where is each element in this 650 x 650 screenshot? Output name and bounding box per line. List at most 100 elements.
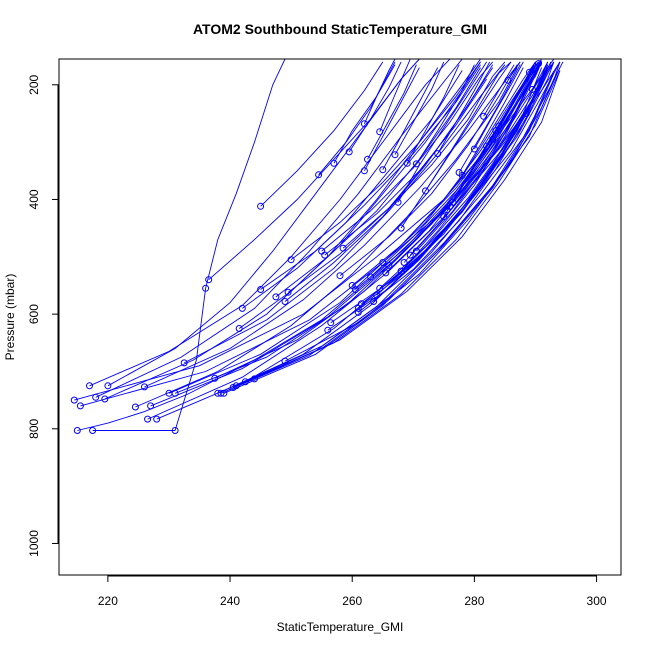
- series-line: [400, 61, 512, 229]
- data-point: [397, 224, 405, 232]
- series-layer: [74, 59, 564, 431]
- data-point: [171, 427, 179, 434]
- series-line: [406, 64, 460, 164]
- data-point: [147, 402, 155, 410]
- data-point: [281, 357, 289, 365]
- series-line: [238, 61, 481, 329]
- data-point: [153, 415, 161, 423]
- data-point: [86, 382, 93, 390]
- series-line: [535, 60, 542, 69]
- data-point: [422, 187, 429, 195]
- data-point: [397, 267, 405, 275]
- data-point: [104, 382, 112, 390]
- series-line: [437, 61, 491, 154]
- series-line: [483, 64, 515, 117]
- series-line: [104, 59, 481, 400]
- data-point: [370, 298, 378, 305]
- data-point: [379, 259, 387, 266]
- series-line: [529, 61, 539, 73]
- data-point: [321, 251, 329, 259]
- x-tick-label: 280: [464, 594, 484, 608]
- data-point: [171, 389, 179, 397]
- data-point: [373, 291, 381, 299]
- series-line: [379, 59, 411, 132]
- series-line: [275, 67, 481, 298]
- series-line: [416, 70, 536, 252]
- data-point: [330, 159, 338, 167]
- data-point: [180, 359, 188, 367]
- x-tick-label: 300: [587, 594, 607, 608]
- data-point: [339, 244, 347, 252]
- data-point: [241, 378, 249, 386]
- data-point: [379, 166, 387, 174]
- data-point: [327, 319, 335, 327]
- series-line: [290, 61, 481, 261]
- data-point: [345, 148, 353, 156]
- data-point: [272, 293, 280, 301]
- series-line: [284, 67, 561, 362]
- data-point: [131, 403, 139, 411]
- series-line: [318, 61, 396, 176]
- series-line: [474, 61, 524, 150]
- series-line: [321, 61, 494, 252]
- series-line: [168, 61, 543, 394]
- data-point: [101, 395, 109, 403]
- data-point: [257, 286, 265, 293]
- data-point: [449, 198, 457, 206]
- data-point: [528, 85, 536, 93]
- data-point: [144, 415, 152, 423]
- series-line: [382, 61, 536, 263]
- series-line: [532, 61, 549, 90]
- series-line: [135, 67, 518, 408]
- chart-title: ATOM2 Southbound StaticTemperature_GMI: [193, 21, 487, 37]
- series-line: [348, 61, 402, 153]
- series-line: [260, 64, 481, 290]
- x-axis-label: StaticTemperature_GMI: [277, 620, 404, 634]
- y-tick-label: 400: [27, 189, 41, 209]
- data-point: [391, 151, 399, 159]
- data-point: [412, 247, 420, 255]
- data-point: [483, 142, 491, 150]
- series-line: [403, 61, 542, 263]
- data-point: [403, 159, 411, 167]
- data-point: [351, 286, 359, 293]
- data-point: [400, 259, 408, 266]
- series-line: [363, 59, 396, 124]
- data-point: [394, 198, 402, 206]
- series-line: [95, 59, 463, 398]
- series-line: [156, 61, 561, 420]
- data-point: [205, 276, 213, 284]
- data-point: [284, 288, 292, 296]
- y-tick-label: 600: [27, 304, 41, 324]
- data-point: [238, 304, 246, 312]
- data-point: [357, 300, 365, 308]
- data-point: [385, 261, 393, 269]
- series-line: [208, 59, 420, 281]
- data-point: [504, 76, 512, 84]
- series-line: [324, 78, 487, 256]
- data-point: [336, 272, 344, 280]
- data-point: [251, 375, 258, 383]
- data-point: [525, 68, 533, 76]
- series-line: [498, 70, 533, 127]
- data-point: [232, 382, 240, 390]
- data-point: [495, 122, 503, 130]
- data-point: [376, 284, 384, 292]
- series-line: [144, 61, 521, 388]
- data-point: [354, 308, 362, 316]
- series-line: [425, 61, 512, 192]
- series-line: [507, 61, 521, 81]
- data-point: [458, 171, 466, 179]
- series-line: [385, 61, 542, 274]
- series-line: [397, 61, 487, 203]
- series-line: [74, 59, 555, 401]
- data-point: [235, 325, 243, 332]
- data-point: [92, 393, 100, 401]
- data-point: [522, 110, 530, 117]
- series-line: [174, 59, 286, 431]
- series-line: [364, 67, 420, 172]
- data-point: [532, 65, 539, 73]
- series-line: [254, 70, 561, 380]
- data-point: [470, 145, 478, 153]
